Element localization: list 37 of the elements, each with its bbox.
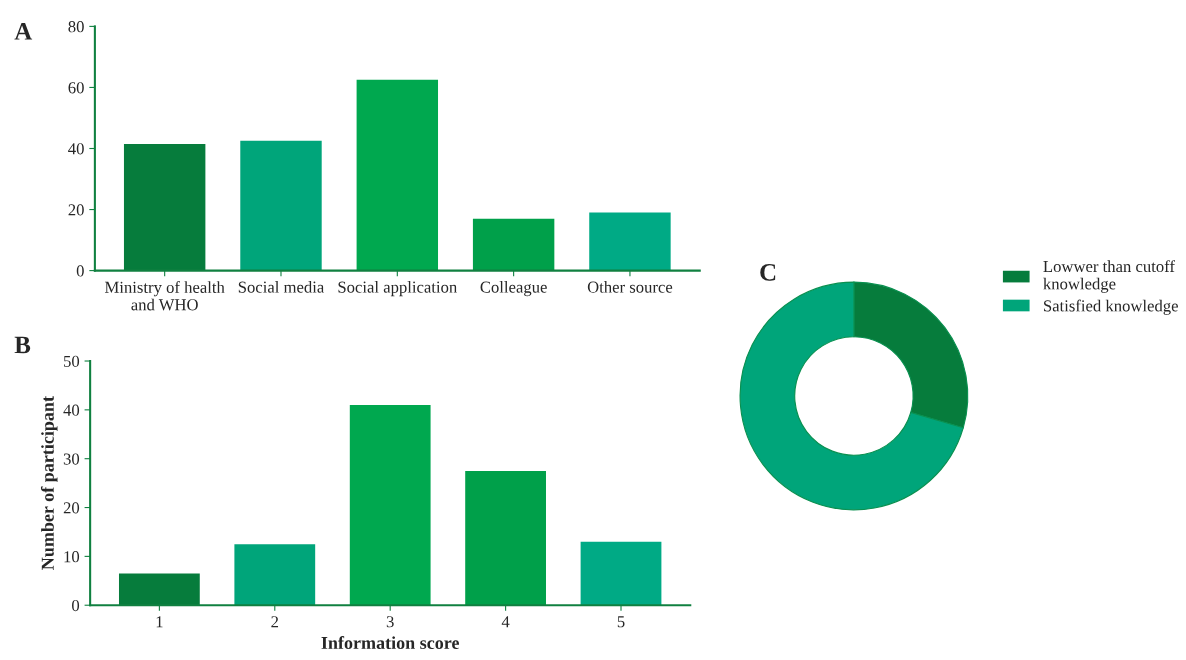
donut-slice: [739, 281, 964, 511]
y-tick-label: 0: [72, 599, 80, 612]
y-tick-label: 80: [68, 21, 84, 33]
x-tick-label: 2: [271, 616, 279, 628]
x-tick-label: Social application: [338, 281, 457, 297]
bar: [472, 218, 555, 271]
x-tick-label: 1: [156, 616, 163, 628]
bar: [349, 404, 431, 606]
y-tick-label: 0: [76, 265, 84, 277]
bar: [589, 212, 671, 271]
y-tick-label: 40: [68, 143, 84, 155]
x-tick-label: Ministry of health and WHO: [104, 281, 225, 311]
bar: [240, 140, 322, 271]
text: C: [760, 263, 776, 281]
x-tick-label: 3: [386, 616, 394, 628]
y-tick-label: 10: [64, 551, 80, 563]
bar: [234, 544, 316, 606]
x-tick-label: Other source: [587, 281, 673, 293]
bar: [356, 79, 439, 271]
y-tick-label: 20: [63, 502, 80, 514]
x-tick-label: 5: [617, 616, 625, 628]
y-tick-label: 60: [68, 82, 84, 94]
x-tick-label: Colleague: [480, 281, 547, 297]
bar: [465, 470, 546, 606]
y-tick-label: 20: [68, 204, 84, 216]
legend-label: Satisfied knowledge: [1044, 299, 1178, 315]
x-tick-label: 4: [501, 616, 510, 628]
legend-label: Lowwer than cutoff knowledge: [1043, 260, 1175, 293]
text: A: [14, 23, 33, 40]
text: B: [14, 336, 31, 354]
y-axis-title: Number of participant: [40, 396, 58, 570]
y-tick-label: 50: [64, 355, 80, 367]
x-axis-title: Information score: [321, 636, 460, 650]
bar: [580, 541, 662, 606]
x-tick-label: Social media: [238, 281, 325, 293]
y-tick-label: 30: [63, 453, 80, 465]
y-tick-label: 40: [63, 404, 80, 416]
